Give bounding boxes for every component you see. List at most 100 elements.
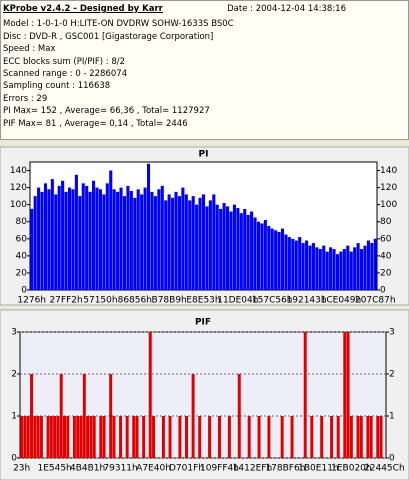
bar xyxy=(63,416,66,458)
bar xyxy=(188,200,192,290)
y-tick-label-right: 140 xyxy=(380,166,397,176)
bar xyxy=(86,416,90,458)
bar xyxy=(74,174,78,290)
info-line: Disc : DVD-R , GSC001 [Gigastorage Corpo… xyxy=(3,31,214,42)
bar xyxy=(181,187,185,290)
bar xyxy=(119,187,123,290)
info-line: PI Max= 152 , Average= 66,36 , Total= 11… xyxy=(3,106,210,117)
bar xyxy=(67,187,72,290)
bar xyxy=(82,374,86,458)
bar xyxy=(343,332,347,458)
bar xyxy=(46,416,50,458)
bar xyxy=(280,228,285,290)
y-tick-label-right: 100 xyxy=(380,200,397,210)
bar xyxy=(247,416,251,458)
y-tick-label: 80 xyxy=(16,217,28,227)
x-tick-label: 1CE049h xyxy=(321,296,362,306)
bar xyxy=(168,416,172,458)
chart-title: PIF xyxy=(195,318,211,328)
bar xyxy=(89,416,93,458)
bar xyxy=(376,416,380,458)
bar xyxy=(112,189,116,290)
bar xyxy=(191,374,195,458)
bar xyxy=(274,230,278,290)
info-header: KProbe v2.4.2 - Designed by Karr Date : … xyxy=(3,3,406,15)
bar xyxy=(59,374,63,458)
bar xyxy=(370,243,374,290)
bar xyxy=(136,189,140,290)
x-tick-label: 79311h xyxy=(103,464,137,474)
bar xyxy=(379,416,383,458)
bar xyxy=(99,416,103,458)
info-line: Scanned range : 0 - 2286074 xyxy=(3,69,128,80)
x-tick-label: 1412EFh xyxy=(233,464,272,474)
bar xyxy=(61,180,65,290)
x-tick-label: 4B4B1h xyxy=(70,464,105,474)
bar xyxy=(356,416,360,458)
x-tick-label: D701Fh xyxy=(169,464,204,474)
bar xyxy=(253,217,257,290)
x-tick-label: 11DE04h xyxy=(217,296,258,306)
bar xyxy=(143,187,147,290)
bar xyxy=(157,189,161,290)
bar xyxy=(284,234,288,290)
bar xyxy=(260,223,264,290)
y-tick-label: 140 xyxy=(10,166,27,176)
x-tick-label: 1E545h xyxy=(37,464,71,474)
bar xyxy=(218,416,221,458)
info-line: Speed : Max xyxy=(3,44,56,55)
bar xyxy=(346,245,350,290)
bar xyxy=(212,194,216,290)
y-tick-label: 0 xyxy=(11,454,17,464)
bar xyxy=(109,374,113,458)
bar xyxy=(308,245,312,290)
y-tick-label: 60 xyxy=(16,234,28,244)
bar xyxy=(320,416,324,458)
bar xyxy=(37,187,41,290)
bar xyxy=(201,194,206,290)
info-line: Errors : 29 xyxy=(3,93,48,104)
bar xyxy=(102,416,106,458)
x-tick-label: 192143h xyxy=(287,296,327,306)
y-tick-label-right: 20 xyxy=(380,268,392,278)
x-tick-label: 1276h xyxy=(17,296,46,306)
bar xyxy=(109,170,113,290)
app-title: KProbe v2.4.2 - Designed by Karr xyxy=(3,4,163,14)
bar xyxy=(122,196,127,290)
bar xyxy=(26,416,30,458)
y-tick-label-right: 80 xyxy=(380,217,392,227)
bar xyxy=(78,196,82,290)
bar xyxy=(349,416,353,458)
bar xyxy=(270,228,274,290)
x-tick-label: E8E53h xyxy=(186,296,220,306)
bar xyxy=(125,416,129,458)
bar xyxy=(243,208,247,290)
y-tick-label: 100 xyxy=(10,200,27,210)
bar xyxy=(81,183,85,290)
x-tick-label: 109FF4h xyxy=(200,464,239,474)
bar xyxy=(33,196,37,290)
bar xyxy=(363,245,367,290)
bar xyxy=(310,416,314,458)
bar xyxy=(303,332,307,458)
bar xyxy=(150,191,154,290)
info-line: PIF Max= 81 , Average= 0,14 , Total= 244… xyxy=(3,118,188,129)
bar xyxy=(208,416,212,458)
bar xyxy=(336,416,340,458)
bar xyxy=(161,416,165,458)
bar xyxy=(290,416,294,458)
bar xyxy=(54,194,58,290)
y-tick-label: 3 xyxy=(11,328,17,338)
bar xyxy=(250,211,254,290)
bar xyxy=(49,416,53,458)
bar xyxy=(339,251,343,290)
x-tick-label: 157C56h xyxy=(252,296,293,306)
bar xyxy=(171,197,175,290)
bar xyxy=(167,194,171,290)
bar xyxy=(71,189,75,290)
bar xyxy=(373,238,377,290)
x-tick-label: 27FF2h xyxy=(49,296,82,306)
bar xyxy=(229,211,233,290)
bar xyxy=(356,243,360,290)
